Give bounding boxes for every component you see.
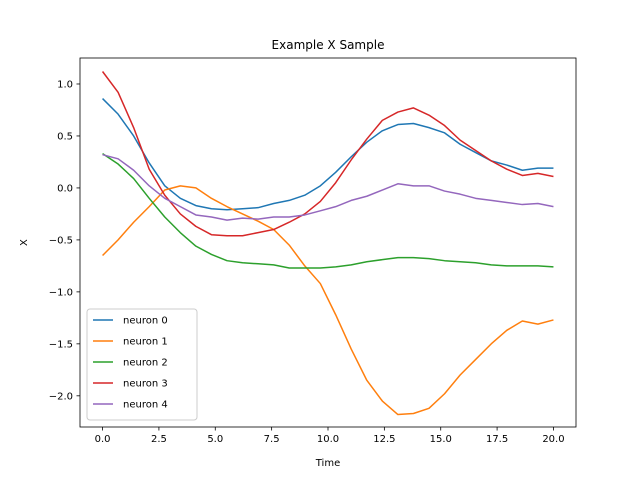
y-tick-label: −0.5 xyxy=(49,235,73,246)
y-tick-label: 1.0 xyxy=(57,79,73,90)
series-line-neuron-3 xyxy=(101,71,554,237)
y-tick-label: 0.0 xyxy=(57,183,73,194)
x-tick-label: 10.0 xyxy=(317,434,339,445)
y-tick-label: −2.0 xyxy=(49,391,73,402)
y-axis: 1.0 0.5 0.0 −0.5 −1.0 −1.5 −2.0 xyxy=(49,79,80,402)
x-tick-label: 7.5 xyxy=(264,434,280,445)
legend-label: neuron 0 xyxy=(123,316,168,327)
series-line-neuron-4 xyxy=(102,153,554,221)
y-tick-label: −1.0 xyxy=(49,287,73,298)
legend-label: neuron 1 xyxy=(123,337,168,348)
legend: neuron 0 neuron 1 neuron 2 neuron 3 neuron 4 xyxy=(86,308,198,421)
series-line-neuron-2 xyxy=(102,153,554,269)
x-axis-label: Time xyxy=(315,458,340,469)
chart-title: Example X Sample xyxy=(272,38,385,52)
y-tick-label: −1.5 xyxy=(49,339,73,350)
legend-box xyxy=(86,308,198,421)
series-layer xyxy=(101,71,554,416)
series-line-neuron-0 xyxy=(102,98,554,211)
x-tick-label: 17.5 xyxy=(486,434,508,445)
y-axis-label: X xyxy=(19,239,30,246)
x-tick-label: 0.0 xyxy=(95,434,111,445)
legend-label: neuron 3 xyxy=(123,379,168,390)
x-tick-label: 15.0 xyxy=(430,434,452,445)
x-tick-label: 5.0 xyxy=(207,434,223,445)
series-line-neuron-1 xyxy=(102,185,554,416)
x-tick-label: 2.5 xyxy=(151,434,167,445)
x-tick-label: 20.0 xyxy=(542,434,564,445)
x-tick-label: 12.5 xyxy=(373,434,395,445)
x-axis: 0.0 2.5 5.0 7.5 10.0 12.5 15.0 17.5 20.0 xyxy=(95,427,565,445)
y-tick-label: 0.5 xyxy=(57,131,73,142)
legend-label: neuron 2 xyxy=(123,358,168,369)
legend-label: neuron 4 xyxy=(123,400,168,411)
